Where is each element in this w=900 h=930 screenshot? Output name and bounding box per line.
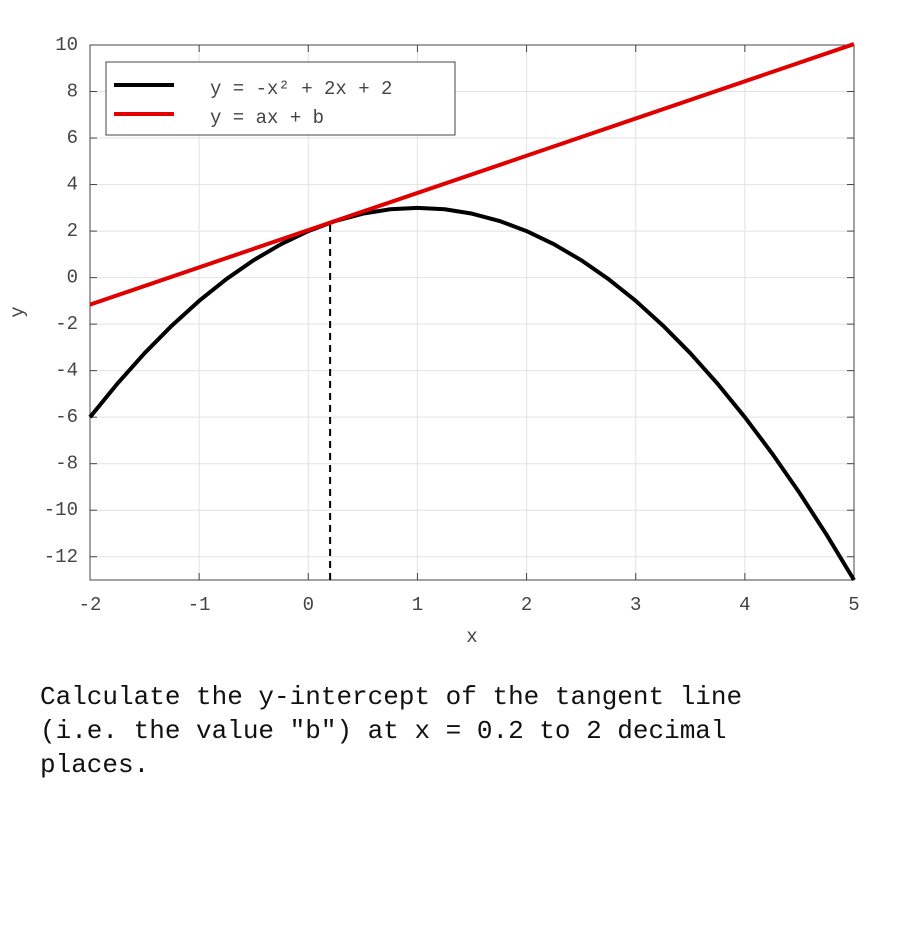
line-series <box>88 205 856 582</box>
line-series <box>89 42 855 307</box>
y-tick-label: 6 <box>67 127 78 149</box>
y-axis-label: y <box>7 306 29 317</box>
y-tick-label: -4 <box>55 360 78 382</box>
y-tick-label: 8 <box>67 81 78 103</box>
x-tick-label: 2 <box>521 594 532 616</box>
y-tick-label: 4 <box>67 174 78 196</box>
x-tick-label: 0 <box>303 594 314 616</box>
y-tick-label: -6 <box>55 406 78 428</box>
x-tick-label: 1 <box>412 594 423 616</box>
legend-box <box>105 61 456 136</box>
x-tick-label: 3 <box>630 594 641 616</box>
x-tick-label: 4 <box>739 594 750 616</box>
grid <box>89 44 855 580</box>
y-tick-label: -8 <box>55 453 78 475</box>
legend-label: y = -x² + 2x + 2 <box>210 78 392 100</box>
legend: y = -x² + 2x + 2 y = ax + b <box>105 61 456 136</box>
y-tick-label: -10 <box>44 499 78 521</box>
question-text: Calculate the y-intercept of the tangent… <box>40 682 743 780</box>
y-tick-label: 0 <box>67 267 78 289</box>
x-tick-label: 5 <box>848 594 859 616</box>
x-tick-label: -2 <box>79 594 102 616</box>
y-tick-label: 10 <box>55 34 78 56</box>
plot-frame <box>89 44 855 581</box>
legend-label: y = ax + b <box>210 107 324 129</box>
y-tick-label: 2 <box>67 220 78 242</box>
y-tick-label: -12 <box>44 546 78 568</box>
x-axis-label: x <box>466 626 477 648</box>
x-tick-label: -1 <box>188 594 211 616</box>
y-tick-label: -2 <box>55 313 78 335</box>
